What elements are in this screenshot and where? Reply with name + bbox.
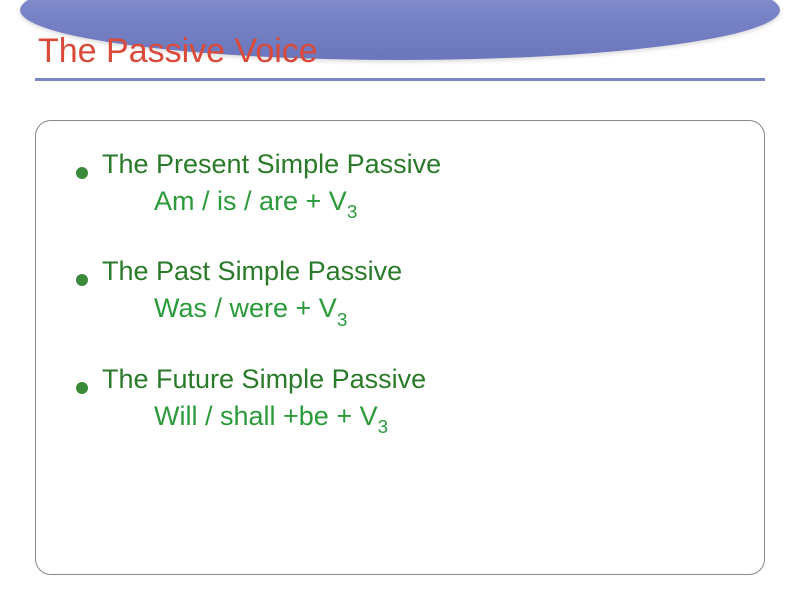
bullet-group-past: The Past Simple Passive Was / were + V3 bbox=[76, 256, 724, 329]
content-box: The Present Simple Passive Am / is / are… bbox=[35, 120, 765, 575]
bullet-line: The Future Simple Passive bbox=[76, 364, 724, 395]
formula-subscript: 3 bbox=[347, 202, 358, 223]
title-underline bbox=[35, 78, 765, 81]
formula-subscript: 3 bbox=[337, 310, 348, 331]
bullet-heading-future: The Future Simple Passive bbox=[102, 364, 426, 395]
formula-text: Will / shall +be + V bbox=[154, 401, 378, 431]
bullet-dot-icon bbox=[76, 167, 88, 179]
header-region: The Passive Voice bbox=[0, 0, 800, 110]
bullet-dot-icon bbox=[76, 274, 88, 286]
bullet-group-future: The Future Simple Passive Will / shall +… bbox=[76, 364, 724, 437]
slide-title: The Passive Voice bbox=[38, 32, 318, 71]
formula-text: Was / were + V bbox=[154, 293, 337, 323]
bullet-group-present: The Present Simple Passive Am / is / are… bbox=[76, 149, 724, 222]
bullet-formula-present: Am / is / are + V3 bbox=[154, 186, 724, 222]
bullet-formula-past: Was / were + V3 bbox=[154, 293, 724, 329]
bullet-dot-icon bbox=[76, 382, 88, 394]
bullet-heading-present: The Present Simple Passive bbox=[102, 149, 441, 180]
formula-text: Am / is / are + V bbox=[154, 186, 347, 216]
bullet-line: The Present Simple Passive bbox=[76, 149, 724, 180]
bullet-heading-past: The Past Simple Passive bbox=[102, 256, 402, 287]
bullet-line: The Past Simple Passive bbox=[76, 256, 724, 287]
slide-container: The Passive Voice The Present Simple Pas… bbox=[0, 0, 800, 600]
formula-subscript: 3 bbox=[378, 417, 389, 438]
bullet-formula-future: Will / shall +be + V3 bbox=[154, 401, 724, 437]
